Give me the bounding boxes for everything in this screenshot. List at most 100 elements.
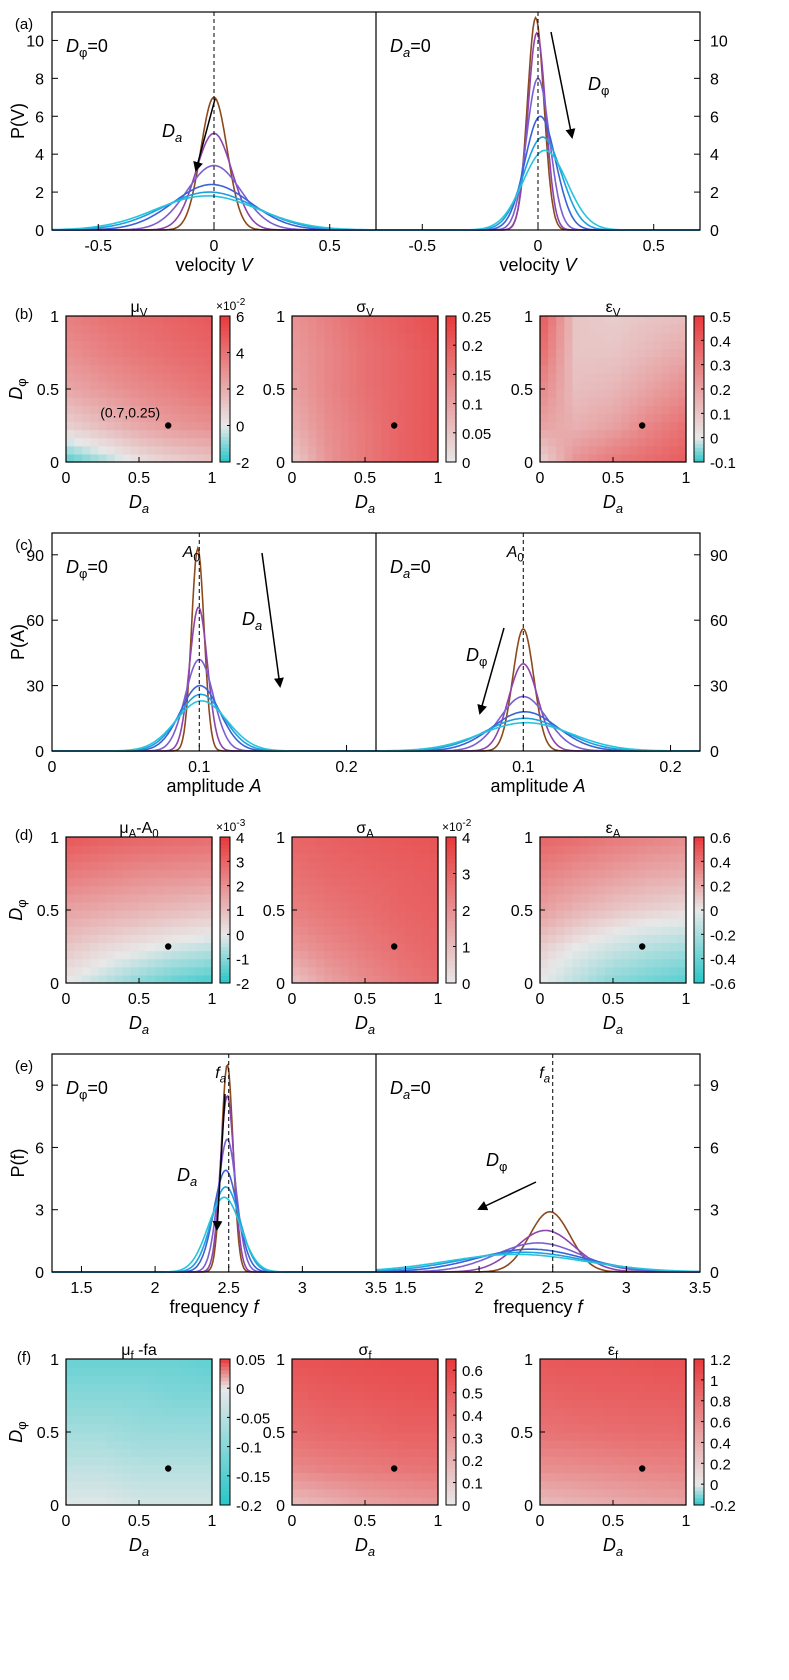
- heatmap-cell: [114, 1464, 124, 1474]
- colorbar-segment: [446, 1391, 456, 1396]
- colorbar-segment: [220, 1399, 230, 1404]
- heatmap-cell: [621, 926, 630, 935]
- heatmap-cell: [669, 1399, 679, 1409]
- heatmap-cell: [332, 380, 342, 390]
- heatmap-cell: [179, 1375, 189, 1384]
- colorbar-segment: [446, 858, 456, 864]
- heatmap-cell: [356, 861, 366, 871]
- heatmap-cell: [300, 340, 309, 350]
- heatmap-cell: [564, 950, 574, 960]
- heatmap-cell: [389, 1472, 399, 1482]
- heatmap-cell: [413, 837, 423, 846]
- heatmap-cell: [621, 1391, 630, 1401]
- heatmap-cell: [405, 1472, 415, 1482]
- heatmap-cell: [74, 445, 83, 455]
- heatmap-cell: [572, 332, 582, 341]
- colorbar-segment: [220, 942, 230, 947]
- colorbar-segment: [694, 1399, 704, 1404]
- heatmap-cell: [179, 1456, 189, 1466]
- heatmap-cell: [292, 1472, 301, 1482]
- heatmap-cell: [613, 918, 622, 927]
- heatmap-cell: [661, 861, 671, 871]
- colorbar-segment: [694, 1395, 704, 1400]
- heatmap-cell: [365, 380, 374, 390]
- heatmap-cell: [90, 1464, 100, 1474]
- heatmap-cell: [669, 348, 679, 358]
- heatmap-cell: [365, 958, 374, 968]
- colorbar-segment: [220, 316, 230, 321]
- heatmap-cell: [187, 942, 197, 952]
- heatmap-cell: [130, 397, 140, 406]
- heatmap-cell: [324, 853, 334, 862]
- heatmap-cell: [114, 837, 124, 846]
- heatmap-cell: [373, 1375, 382, 1384]
- heatmap-cell: [66, 885, 75, 895]
- heatmap-cell: [653, 942, 663, 952]
- heatmap-cell: [300, 837, 309, 846]
- heatmap-cell: [373, 380, 382, 390]
- heatmap-cell: [389, 1407, 399, 1417]
- heatmap-cell: [661, 926, 671, 935]
- colorbar-segment: [446, 319, 456, 324]
- heatmap-cell: [637, 340, 647, 350]
- heatmap-cell: [421, 910, 431, 919]
- heatmap-cell: [405, 1456, 415, 1466]
- heatmap-cell: [653, 1432, 663, 1441]
- heatmap-cell: [677, 910, 687, 919]
- heatmap-cell: [74, 429, 83, 439]
- heatmap-cell: [324, 845, 334, 854]
- heatmap-cell: [316, 372, 326, 382]
- heatmap-cell: [308, 1423, 317, 1433]
- heatmap-cell: [653, 1480, 663, 1490]
- heatmap-cell: [421, 380, 431, 390]
- trend-arrow: [550, 31, 576, 139]
- heatmap-cell: [356, 1415, 366, 1425]
- heatmap-cell: [155, 1423, 164, 1433]
- heatmap-cell: [332, 885, 342, 895]
- heatmap-cell: [405, 348, 415, 358]
- heatmap-cell: [171, 1488, 181, 1498]
- heatmap-cell: [556, 853, 565, 862]
- heatmap-cell: [580, 1472, 590, 1482]
- heatmap-cell: [588, 1407, 598, 1417]
- heatmap-cell: [324, 405, 334, 414]
- heatmap-cell: [413, 445, 423, 455]
- heatmap-cell: [122, 974, 132, 984]
- y-tick-label: 0: [524, 455, 533, 472]
- heatmap-cell: [669, 926, 679, 935]
- heatmap-cell: [540, 405, 549, 414]
- heatmap-cell: [147, 1440, 156, 1449]
- x-tick-label: 1.5: [70, 1280, 92, 1297]
- colorbar-segment: [694, 855, 704, 860]
- marked-point: [165, 1465, 172, 1472]
- colorbar-segment: [694, 1497, 704, 1502]
- heatmap-cell: [389, 437, 399, 447]
- y-tick-label: 0: [276, 976, 285, 993]
- heatmap-cell: [580, 974, 590, 984]
- heatmap-cell: [661, 1423, 671, 1433]
- colorbar-segment: [220, 866, 230, 871]
- x-tick-label: 0.2: [659, 759, 681, 776]
- heatmap-cell: [195, 1407, 205, 1417]
- heatmap-cell: [74, 950, 83, 960]
- x-tick-label: 1: [682, 470, 691, 487]
- heatmap-cell: [381, 1415, 390, 1425]
- colorbar-segment: [220, 888, 230, 893]
- heatmap-cell: [389, 1496, 399, 1506]
- colorbar-segment: [694, 1384, 704, 1389]
- heatmap-cell: [405, 1480, 415, 1490]
- heatmap-cell: [155, 324, 164, 333]
- heatmap-cell: [82, 1383, 91, 1393]
- heatmap-cell: [413, 934, 423, 944]
- heatmap-cell: [74, 901, 83, 911]
- heatmap-cell: [564, 877, 574, 887]
- heatmap-cell: [139, 1375, 148, 1384]
- heatmap-cell: [332, 1359, 342, 1368]
- panel-label-e: (e): [15, 1058, 33, 1075]
- heatmap-cell: [621, 1440, 630, 1449]
- heatmap-cell: [556, 1472, 565, 1482]
- heatmap-cell: [556, 877, 565, 887]
- heatmap-cell: [155, 389, 164, 398]
- heatmap-cell: [114, 1456, 124, 1466]
- heatmap-cell: [637, 1391, 647, 1401]
